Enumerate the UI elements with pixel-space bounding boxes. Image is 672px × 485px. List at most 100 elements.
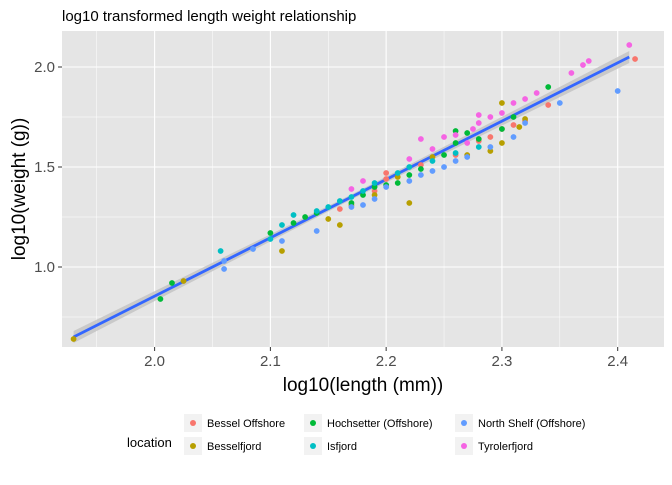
data-point xyxy=(180,278,187,284)
data-point xyxy=(464,130,471,136)
data-point xyxy=(452,140,459,146)
data-point xyxy=(441,134,447,140)
data-point xyxy=(499,126,505,132)
data-point xyxy=(360,188,366,194)
y-axis-title: log10(weight (g)) xyxy=(9,118,30,261)
x-tick-label: 2.0 xyxy=(144,353,165,370)
data-point xyxy=(510,100,517,106)
data-point xyxy=(70,336,77,342)
data-point xyxy=(614,88,621,94)
data-point xyxy=(157,296,164,302)
data-point xyxy=(475,144,482,150)
legend-swatch xyxy=(310,420,316,426)
data-point xyxy=(336,222,343,228)
data-point xyxy=(302,214,309,220)
y-tick-label: 2.0 xyxy=(34,59,55,76)
data-point xyxy=(371,180,378,186)
data-point xyxy=(417,136,424,142)
data-point xyxy=(510,134,517,140)
legend-swatch xyxy=(461,420,467,426)
data-point xyxy=(545,84,552,90)
data-point xyxy=(441,152,447,158)
axes: 2.0 2.1 2.2 2.3 2.4 1.0 1.5 2.0 xyxy=(34,59,628,370)
data-point xyxy=(383,184,390,190)
data-points xyxy=(70,42,638,342)
data-point xyxy=(406,172,413,178)
data-point xyxy=(464,140,471,146)
data-point xyxy=(452,132,459,138)
data-point xyxy=(267,236,274,242)
data-point xyxy=(585,58,592,64)
data-point xyxy=(336,198,343,204)
legend-swatch xyxy=(461,443,467,449)
data-point xyxy=(279,222,285,228)
data-point xyxy=(221,266,227,272)
data-point xyxy=(169,280,175,286)
x-axis-title: log10(length (mm)) xyxy=(283,375,444,396)
data-point xyxy=(487,114,494,120)
legend-label: Hochsetter (Offshore) xyxy=(327,418,433,430)
data-point xyxy=(279,238,285,244)
data-point xyxy=(290,220,297,226)
legend-label: Isfjord xyxy=(327,441,357,453)
data-point xyxy=(371,184,378,190)
data-point xyxy=(313,208,320,214)
data-point xyxy=(522,96,528,102)
y-tick-label: 1.5 xyxy=(34,159,55,176)
legend-label: Besselfjord xyxy=(207,441,261,453)
data-point xyxy=(417,172,424,178)
data-point xyxy=(267,230,274,236)
data-point xyxy=(441,164,447,170)
data-point xyxy=(626,42,633,48)
data-point xyxy=(475,112,482,118)
data-point xyxy=(522,120,528,126)
data-point xyxy=(452,158,459,164)
data-point xyxy=(510,122,517,128)
x-tick-label: 2.4 xyxy=(607,353,628,370)
data-point xyxy=(464,154,471,160)
data-point xyxy=(383,170,390,176)
data-point xyxy=(487,148,494,154)
legend-swatch xyxy=(310,443,316,449)
data-point xyxy=(325,216,332,222)
data-point xyxy=(250,246,256,252)
chart-title: log10 transformed length weight relation… xyxy=(62,8,356,25)
legend-title: location xyxy=(127,435,172,450)
data-point xyxy=(360,192,366,198)
data-point xyxy=(406,164,413,170)
data-point xyxy=(545,102,552,108)
data-point xyxy=(217,248,224,254)
data-point xyxy=(533,90,540,96)
data-point xyxy=(348,204,355,210)
data-point xyxy=(325,204,332,210)
data-point xyxy=(371,188,378,194)
data-point xyxy=(487,134,494,140)
data-point xyxy=(383,176,390,182)
data-point xyxy=(279,248,285,254)
legend-swatch xyxy=(190,420,196,426)
data-point xyxy=(348,186,355,192)
data-point xyxy=(360,178,366,184)
data-point xyxy=(394,180,401,186)
data-point xyxy=(499,110,505,116)
data-point xyxy=(417,166,424,172)
data-point xyxy=(360,202,366,208)
grid-lines xyxy=(62,31,664,347)
data-point xyxy=(394,170,401,176)
x-tick-label: 2.3 xyxy=(491,353,512,370)
data-point xyxy=(475,120,482,126)
data-point xyxy=(221,258,227,264)
data-point xyxy=(429,158,436,164)
data-point xyxy=(522,116,528,122)
data-point xyxy=(417,162,424,168)
data-point xyxy=(313,228,320,234)
data-point xyxy=(510,114,517,120)
y-tick-label: 1.0 xyxy=(34,259,55,276)
data-point xyxy=(487,144,494,150)
x-tick-label: 2.1 xyxy=(260,353,281,370)
legend-label: Tyrolerfjord xyxy=(478,441,533,453)
data-point xyxy=(499,100,505,106)
data-point xyxy=(406,200,413,206)
